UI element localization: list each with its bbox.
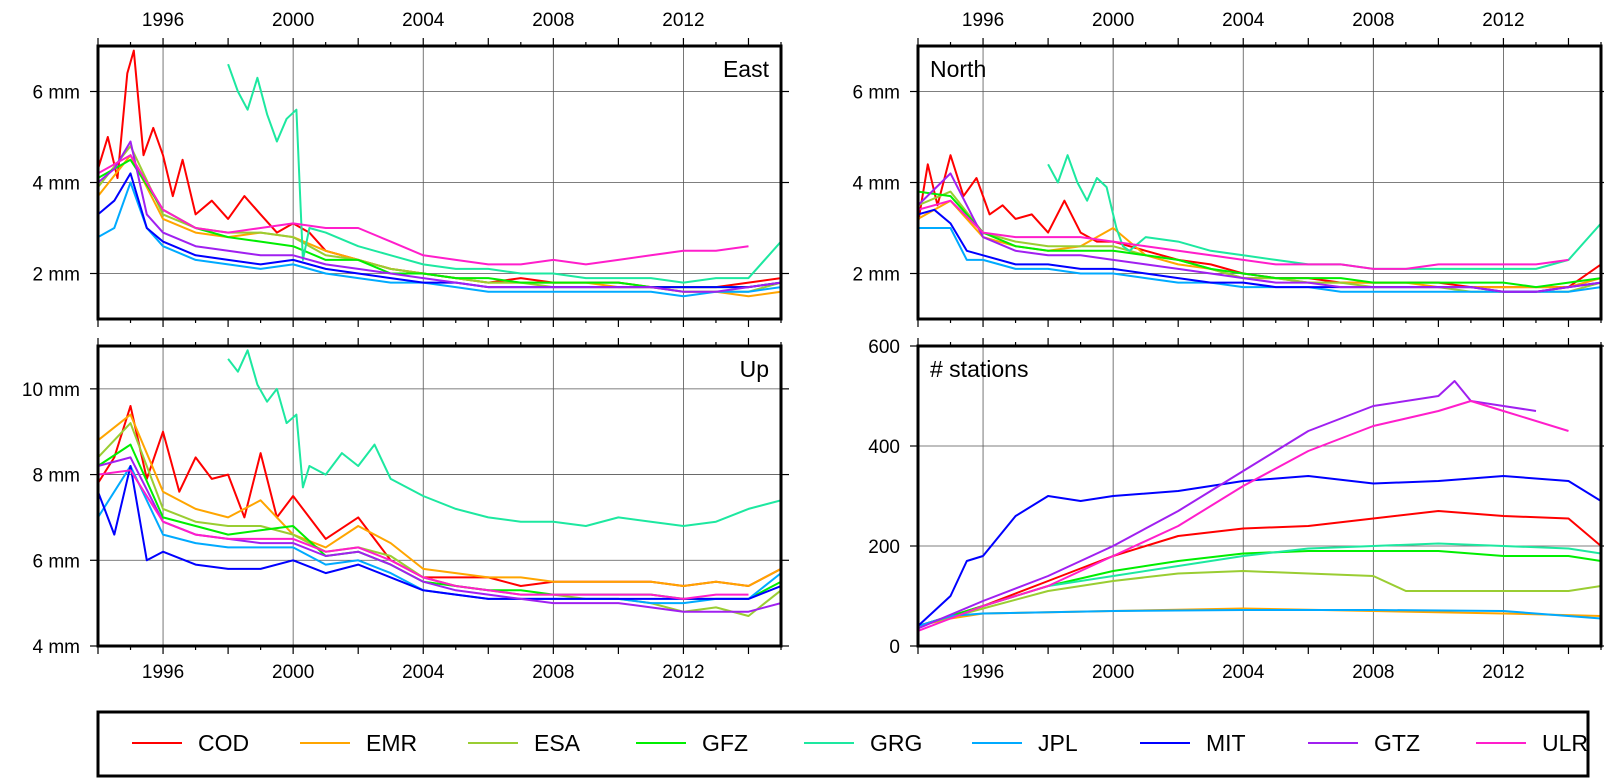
plot-frame <box>96 344 783 648</box>
x-tick-label: 1996 <box>142 662 184 683</box>
series-esa <box>918 570 1601 627</box>
y-tick-label: 400 <box>868 437 900 458</box>
x-tick-label: 2008 <box>532 10 574 31</box>
legend-label-emr: EMR <box>366 730 417 756</box>
y-tick-label: 8 mm <box>33 466 81 487</box>
series-grg <box>1047 542 1601 587</box>
ticks <box>90 38 789 327</box>
panel-north: 1996 2000 2004 2008 2012 2 mm 4 mm 6 mm North <box>853 10 1604 327</box>
series-jpl <box>98 181 781 298</box>
y-tick-label: 600 <box>868 337 900 358</box>
series-esa <box>98 422 781 617</box>
series-gfz <box>98 158 781 289</box>
x-tick-label: 2004 <box>1222 662 1265 683</box>
y-tick-label: 6 mm <box>853 83 901 104</box>
series-group <box>918 380 1601 632</box>
y-tick-label: 4 mm <box>33 174 81 195</box>
series-gtz <box>98 140 781 293</box>
series-group <box>918 154 1601 293</box>
series-gtz <box>918 172 1601 293</box>
x-tick-label: 2012 <box>1482 662 1524 683</box>
series-grg <box>227 349 781 527</box>
plot-frame <box>916 344 1603 648</box>
y-tick-label: 4 mm <box>853 174 901 195</box>
grid <box>98 46 781 319</box>
panel-up: 1996 2000 2004 2008 2012 4 mm 6 mm 8 mm 10 mm Up <box>22 338 789 683</box>
x-tick-label: 2000 <box>1092 662 1134 683</box>
x-tick-label: 2012 <box>1482 10 1524 31</box>
x-tick-label: 2008 <box>1352 662 1394 683</box>
series-esa <box>98 145 781 293</box>
x-tick-label: 2008 <box>532 662 574 683</box>
y-tick-label: 4 mm <box>33 637 81 658</box>
series-mit <box>918 475 1601 627</box>
series-cod <box>98 405 781 587</box>
series-jpl <box>918 609 1601 627</box>
legend-label-ulr: ULR <box>1542 730 1588 756</box>
series-cod <box>918 510 1601 627</box>
legend-label-gtz: GTZ <box>1374 730 1420 756</box>
panel-title: North <box>930 56 986 82</box>
legend-label-cod: COD <box>198 730 249 756</box>
ticks <box>90 338 789 654</box>
series-emr <box>98 413 781 587</box>
series-ulr <box>98 154 749 266</box>
series-ulr <box>918 199 1569 270</box>
x-tick-label: 2004 <box>1222 10 1265 31</box>
x-tick-label: 1996 <box>962 662 1004 683</box>
panel-east: 1996 2000 2004 2008 2012 2 mm 4 mm 6 mm East <box>33 10 789 327</box>
legend-label-grg: GRG <box>870 730 922 756</box>
legend-label-jpl: JPL <box>1038 730 1078 756</box>
series-cod <box>918 154 1601 289</box>
series-ulr <box>918 400 1569 632</box>
series-emr <box>918 199 1601 289</box>
series-gfz <box>918 190 1601 289</box>
x-tick-label: 2008 <box>1352 10 1394 31</box>
x-tick-label: 2000 <box>272 10 314 31</box>
x-tick-label: 1996 <box>142 10 184 31</box>
series-group <box>98 49 781 298</box>
y-tick-label: 2 mm <box>853 265 901 286</box>
panel-title: East <box>723 56 770 82</box>
x-tick-label: 1996 <box>962 10 1004 31</box>
ticks <box>910 38 1604 327</box>
y-tick-label: 2 mm <box>33 265 81 286</box>
grid <box>918 345 1601 647</box>
series-grg <box>227 63 781 284</box>
x-tick-label: 2004 <box>402 10 445 31</box>
legend-label-esa: ESA <box>534 730 581 756</box>
series-grg <box>1047 154 1601 270</box>
ticks <box>910 338 1604 654</box>
series-ulr <box>98 469 749 600</box>
y-tick-label: 6 mm <box>33 551 81 572</box>
grid <box>98 346 781 647</box>
x-tick-label: 2012 <box>662 10 704 31</box>
grid <box>918 46 1601 319</box>
x-tick-label: 2012 <box>662 662 704 683</box>
y-tick-label: 200 <box>868 537 900 558</box>
x-tick-label: 2000 <box>1092 10 1134 31</box>
panel-title: Up <box>740 356 769 382</box>
y-tick-label: 10 mm <box>22 380 80 401</box>
x-tick-label: 2000 <box>272 662 314 683</box>
series-gfz <box>918 550 1601 627</box>
legend-label-gfz: GFZ <box>702 730 748 756</box>
y-tick-label: 6 mm <box>33 83 81 104</box>
x-tick-label: 2004 <box>402 662 445 683</box>
panel-stations: 1996 2000 2004 2008 2012 0 200 400 600 # stations <box>868 337 1604 683</box>
series-group <box>98 349 781 617</box>
legend-label-mit: MIT <box>1206 730 1246 756</box>
legend: COD EMR ESA GFZ GRG JPL MIT GTZ ULR <box>96 710 1590 778</box>
series-mit <box>98 465 781 600</box>
series-jpl <box>918 227 1601 293</box>
y-tick-label: 0 <box>889 637 900 658</box>
panel-title: # stations <box>930 356 1028 382</box>
